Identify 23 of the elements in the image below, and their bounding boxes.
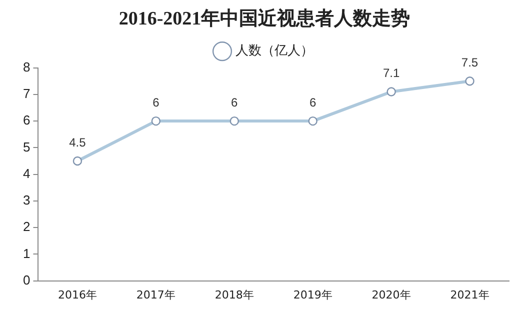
x-tick-label: 2016年 [58,288,97,302]
data-label: 7.1 [382,66,400,80]
x-tick-label: 2018年 [214,288,254,302]
y-tick-label: 0 [22,272,30,288]
legend-label: 人数（亿人） [235,44,314,59]
data-label: 6 [310,95,316,110]
data-label: 6 [231,95,238,110]
y-tick-label: 4 [22,166,30,181]
y-tick-label: 3 [22,192,30,208]
y-tick-label: 6 [22,112,30,128]
data-label: 7.5 [461,55,478,70]
x-tick-label: 2017年 [136,288,176,302]
y-tick-label: 1 [22,246,30,261]
y-tick-label: 8 [22,59,30,74]
x-tick-label: 2021年 [450,288,490,302]
y-tick-label: 2 [22,219,30,234]
y-tick-label: 7 [22,86,30,102]
chart-title: 2016-2021年中国近视患者人数走势 [118,7,410,30]
y-tick-label: 5 [22,139,30,154]
x-tick-label: 2019年 [293,288,332,302]
data-label: 4.5 [69,135,86,150]
data-label: 6 [152,95,160,110]
x-tick-label: 2020年 [372,288,411,302]
